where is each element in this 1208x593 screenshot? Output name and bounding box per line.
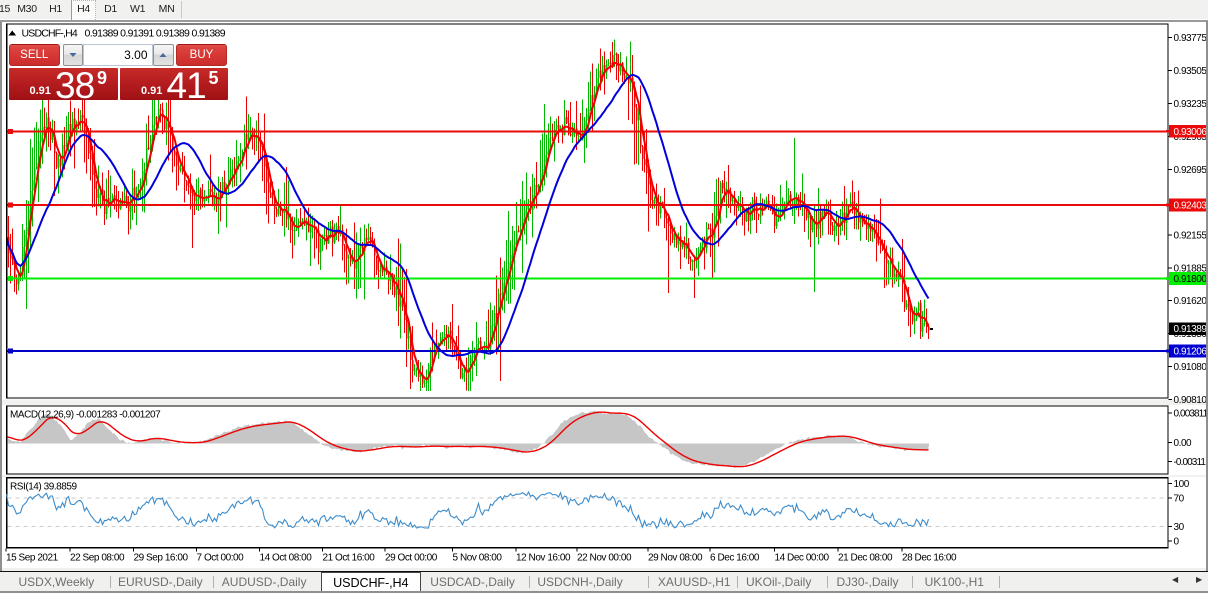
- svg-text:MACD(12,26,9) -0.001283 -0.001: MACD(12,26,9) -0.001283 -0.001207: [10, 410, 161, 421]
- svg-text:0.91800: 0.91800: [1174, 274, 1208, 285]
- svg-text:0.93006: 0.93006: [1174, 127, 1208, 138]
- svg-text:29 Oct 00:00: 29 Oct 00:00: [385, 553, 438, 564]
- svg-text:21 Dec 08:00: 21 Dec 08:00: [838, 553, 893, 564]
- svg-text:0.93505: 0.93505: [1174, 66, 1208, 77]
- svg-text:30: 30: [1174, 522, 1185, 533]
- svg-text:0.93235: 0.93235: [1174, 99, 1208, 110]
- svg-text:100: 100: [1174, 479, 1190, 490]
- svg-text:0.92403: 0.92403: [1174, 201, 1208, 212]
- svg-text:21 Oct 16:00: 21 Oct 16:00: [323, 553, 376, 564]
- svg-text:15 Sep 2021: 15 Sep 2021: [6, 553, 59, 564]
- svg-text:14 Oct 08:00: 14 Oct 08:00: [260, 553, 313, 564]
- svg-text:7 Oct 00:00: 7 Oct 00:00: [197, 553, 245, 564]
- svg-text:0: 0: [1174, 537, 1180, 548]
- svg-text:22 Sep 08:00: 22 Sep 08:00: [70, 553, 125, 564]
- svg-text:0.91885: 0.91885: [1174, 264, 1208, 275]
- svg-text:0.91389 0.91391 0.91389 0.9138: 0.91389 0.91391 0.91389 0.91389: [85, 28, 226, 40]
- svg-text:RSI(14) 39.8859: RSI(14) 39.8859: [10, 482, 78, 493]
- svg-text:0.00: 0.00: [1174, 438, 1193, 449]
- svg-text:0.91080: 0.91080: [1174, 362, 1208, 373]
- svg-text:0.90810: 0.90810: [1174, 395, 1208, 406]
- svg-text:0.91206: 0.91206: [1174, 347, 1208, 358]
- svg-text:USDCHF-,H4: USDCHF-,H4: [22, 28, 78, 40]
- svg-text:70: 70: [1174, 493, 1185, 504]
- svg-text:28 Dec 16:00: 28 Dec 16:00: [902, 553, 957, 564]
- svg-text:0.92695: 0.92695: [1174, 165, 1208, 176]
- svg-text:14 Dec 00:00: 14 Dec 00:00: [775, 553, 830, 564]
- svg-text:6 Dec 16:00: 6 Dec 16:00: [710, 553, 760, 564]
- svg-text:-0.00311: -0.00311: [1174, 457, 1207, 468]
- svg-text:22 Nov 00:00: 22 Nov 00:00: [577, 553, 632, 564]
- svg-text:0.91389: 0.91389: [1174, 324, 1208, 335]
- svg-text:0.003811: 0.003811: [1174, 409, 1208, 420]
- svg-text:12 Nov 16:00: 12 Nov 16:00: [516, 553, 571, 564]
- svg-text:29 Sep 16:00: 29 Sep 16:00: [134, 553, 189, 564]
- svg-text:5 Nov 08:00: 5 Nov 08:00: [453, 553, 503, 564]
- svg-text:0.93775: 0.93775: [1174, 33, 1208, 44]
- svg-text:29 Nov 08:00: 29 Nov 08:00: [648, 553, 703, 564]
- svg-text:0.92155: 0.92155: [1174, 231, 1208, 242]
- svg-text:0.91620: 0.91620: [1174, 296, 1208, 307]
